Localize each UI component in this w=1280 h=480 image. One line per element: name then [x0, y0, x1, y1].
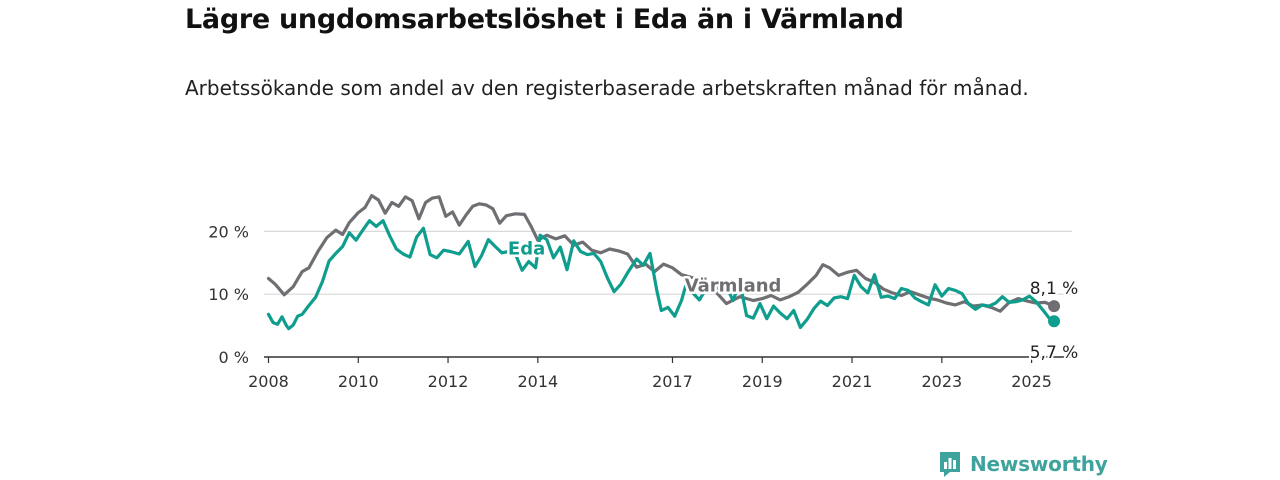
series-label-eda: Eda	[508, 239, 545, 260]
newsworthy-logo-icon	[940, 452, 960, 477]
y-tick-label: 10 %	[208, 285, 249, 304]
end-value-label-v-rmland: 8,1 %	[1030, 279, 1079, 299]
series-label-v-rmland: Värmland	[685, 276, 782, 297]
x-tick-label: 2023	[921, 372, 962, 391]
x-tick-label: 2017	[652, 372, 693, 391]
x-tick-label: 2010	[338, 372, 379, 391]
x-tick-label: 2008	[248, 372, 289, 391]
end-value-label-eda: 5,7 %	[1030, 343, 1079, 363]
series-line-v-rmland	[266, 194, 1056, 313]
newsworthy-logo: Newsworthy	[938, 450, 1108, 478]
x-tick-label: 2012	[428, 372, 469, 391]
x-tick-label: 2019	[742, 372, 783, 391]
brand-name: Newsworthy	[970, 452, 1108, 476]
chart-subtitle: Arbetssökande som andel av den registerb…	[185, 76, 1029, 100]
x-tick-label: 2021	[832, 372, 873, 391]
y-tick-label: 20 %	[208, 222, 249, 241]
series-line-eda	[266, 219, 1056, 331]
chart-title: Lägre ungdomsarbetslöshet i Eda än i Vär…	[185, 4, 904, 35]
y-tick-label: 0 %	[219, 348, 249, 367]
end-point-eda	[1048, 315, 1061, 328]
end-point-v-rmland	[1048, 300, 1061, 313]
x-tick-label: 2025	[1011, 372, 1052, 391]
x-tick-label: 2014	[517, 372, 558, 391]
